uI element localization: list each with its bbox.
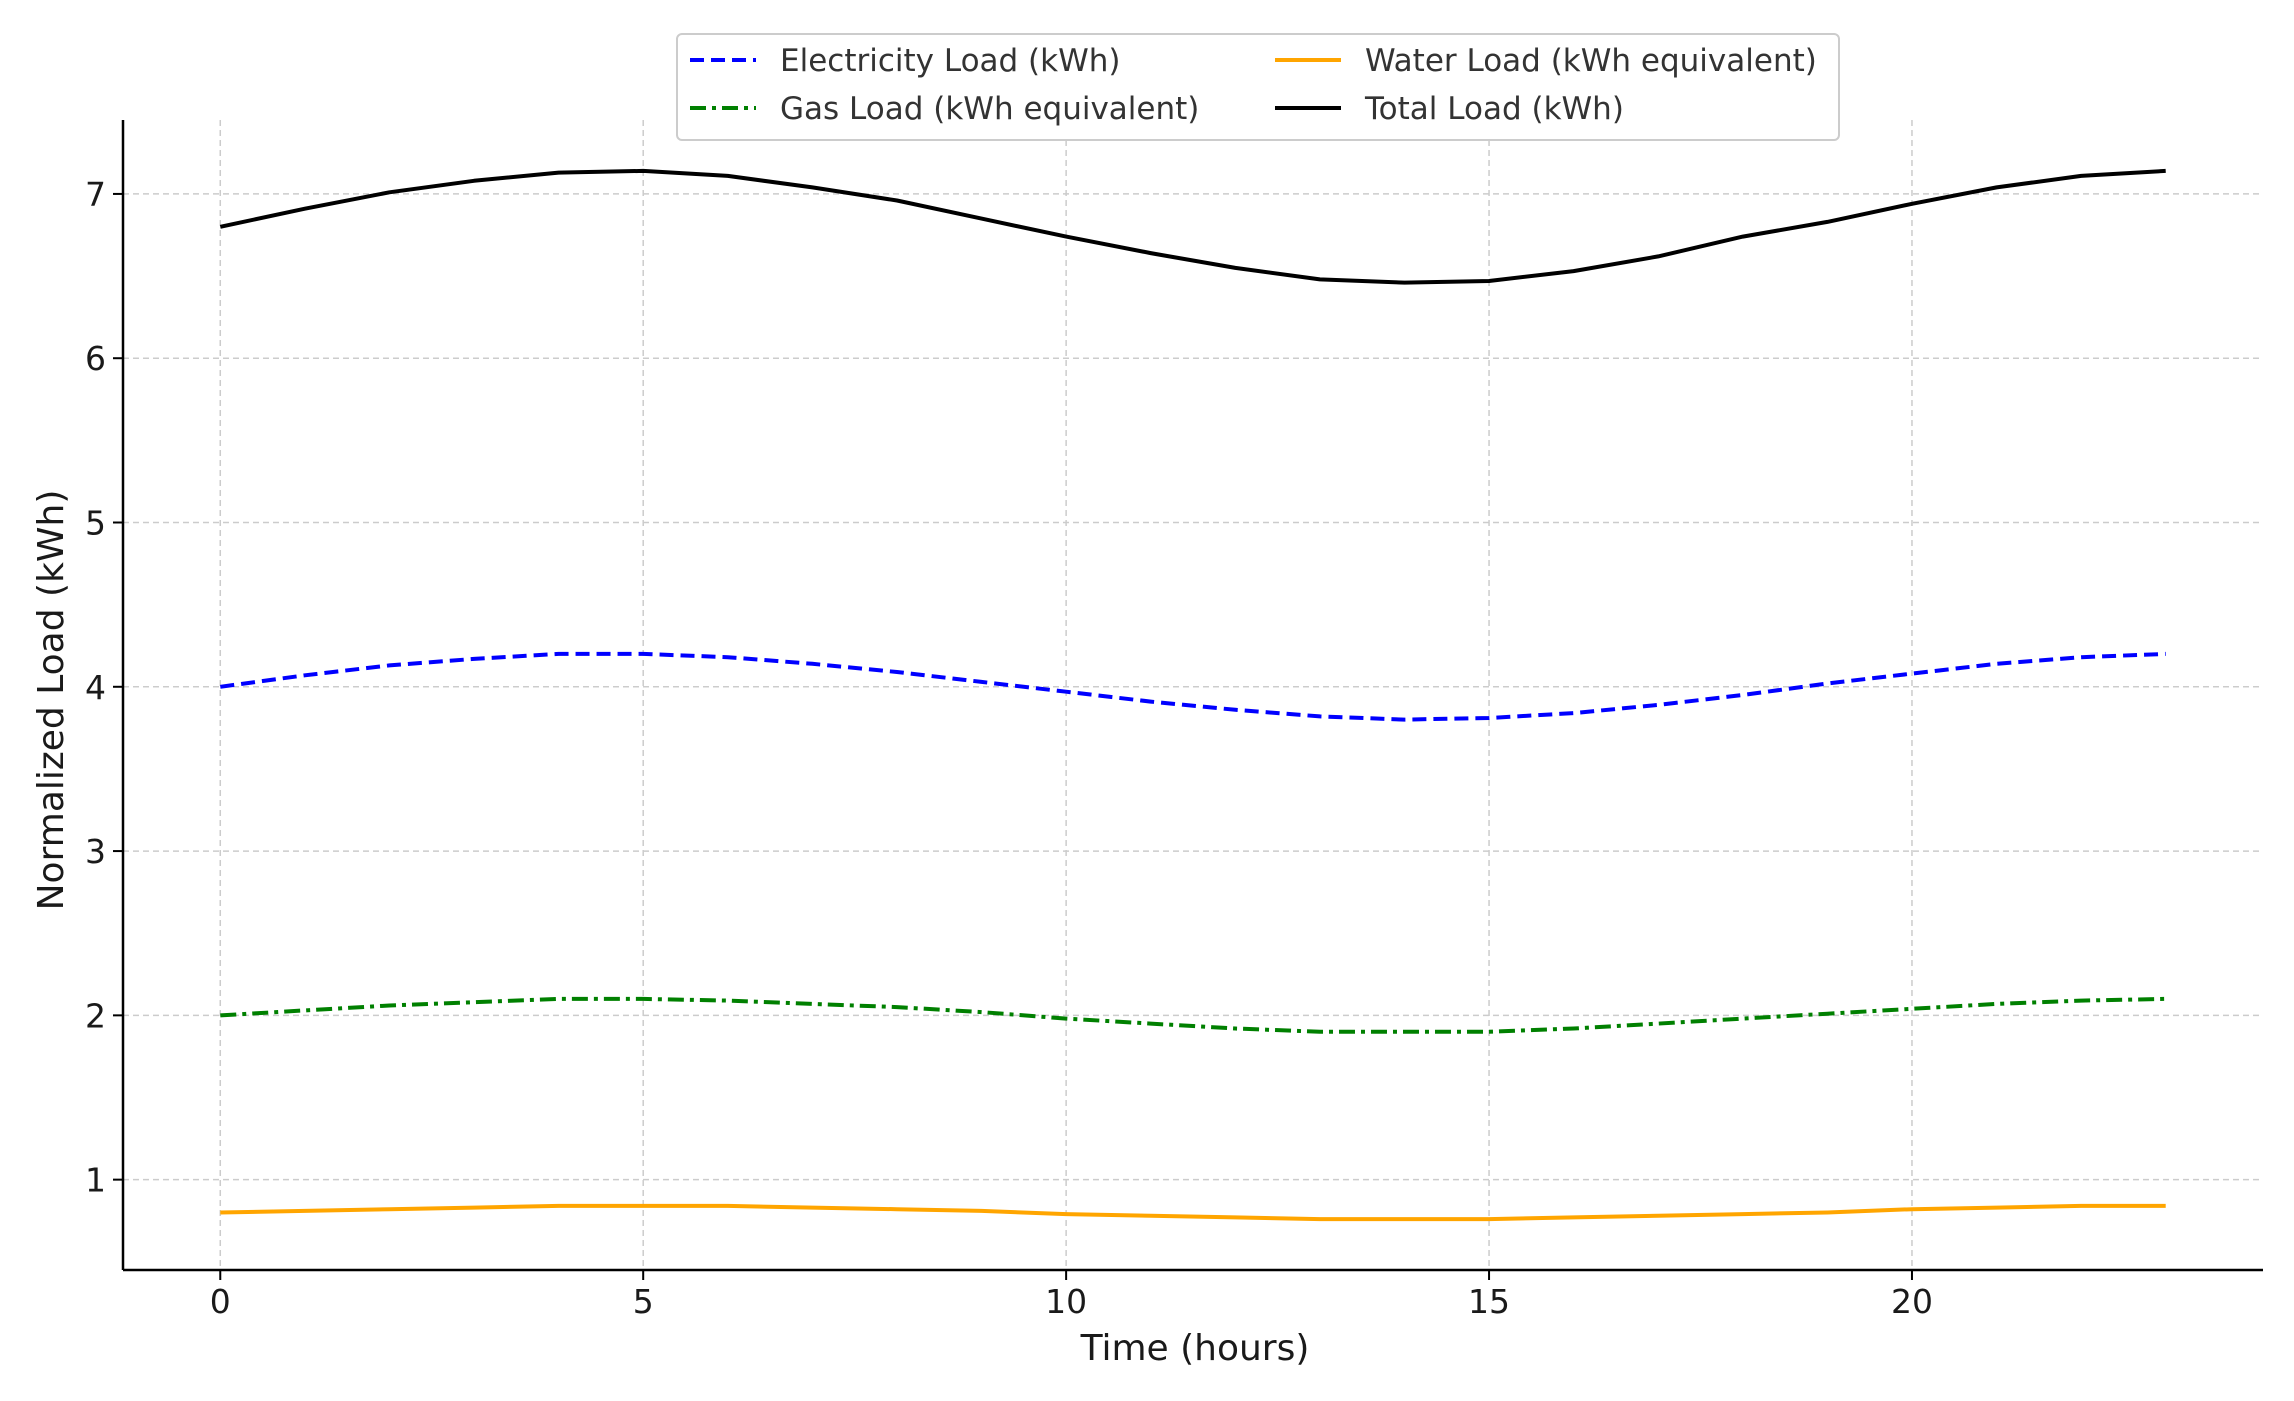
x-tick-label: 20 (1891, 1282, 1933, 1321)
y-axis-label: Normalized Load (kWh) (31, 490, 72, 911)
x-tick-label: 10 (1045, 1282, 1087, 1321)
y-tick-label: 7 (85, 175, 106, 214)
x-tick-label: 0 (210, 1282, 231, 1321)
legend: Electricity Load (kWh) Water Load (kWh eq… (676, 33, 1840, 141)
legend-box (676, 33, 1840, 141)
series-line-electricity-load-kwh (220, 651, 2166, 722)
legend-item-electricity-load-kwh: Electricity Load (kWh) (690, 43, 1121, 79)
y-tick-label: 3 (85, 832, 106, 871)
y-tick-label: 4 (85, 668, 106, 707)
series-line-water-load-kwh-equivalent (220, 1203, 2166, 1222)
legend-item-total-load-kwh: Total Load (kWh) (1275, 91, 1624, 127)
x-tick-label: 5 (633, 1282, 654, 1321)
legend-item-gas-load-kwh-equivalent: Gas Load (kWh equivalent) (690, 91, 1199, 127)
tick-labels: 0 5 10 15 20 1 2 3 4 5 6 7 (85, 175, 1933, 1321)
legend-label: Gas Load (kWh equivalent) (780, 91, 1199, 127)
legend-item-water-load-kwh-equivalent: Water Load (kWh equivalent) (1275, 43, 1817, 79)
x-axis-label: Time (hours) (1080, 1328, 1310, 1369)
series-lines (219, 168, 2166, 1222)
y-tick-label: 1 (85, 1161, 106, 1200)
series-line-total-load-kwh (219, 168, 2166, 285)
legend-label: Total Load (kWh) (1364, 91, 1624, 127)
y-tick-label: 2 (85, 996, 106, 1035)
y-tick-label: 6 (85, 339, 106, 378)
series-line-gas-load-kwh-equivalent (220, 996, 2166, 1034)
legend-label: Electricity Load (kWh) (780, 43, 1121, 79)
grid (123, 120, 2263, 1270)
legend-label: Water Load (kWh equivalent) (1365, 43, 1817, 79)
x-tick-label: 15 (1468, 1282, 1510, 1321)
axes (113, 120, 2263, 1280)
y-tick-label: 5 (85, 504, 106, 543)
